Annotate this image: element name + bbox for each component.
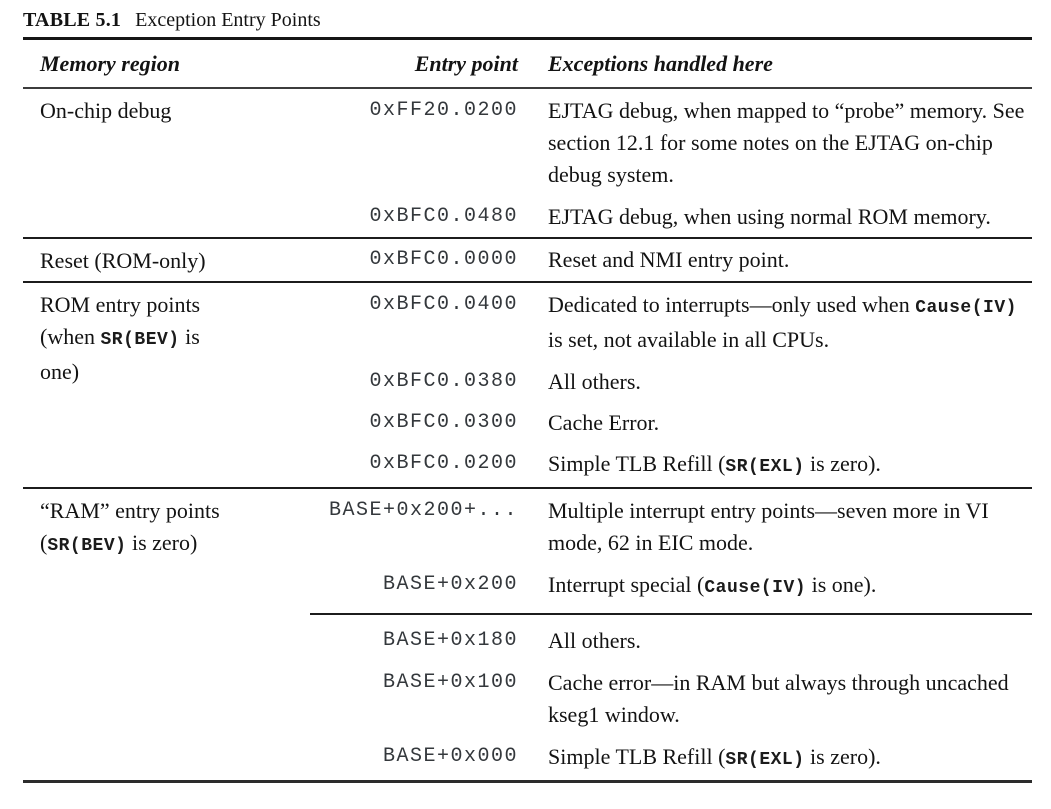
description-cell: Cache error—in RAM but always through un… xyxy=(548,670,1009,727)
bottom-rule xyxy=(23,780,1032,783)
table-body: On-chip debug 0xFF20.0200 EJTAG debug, whe… xyxy=(23,89,1032,780)
section-rows: 0xBFC0.0400 Dedicated to interrupts—only … xyxy=(310,283,1032,487)
table-section: ROM entry points (when SR(BEV) is one) 0x… xyxy=(23,281,1032,487)
description-cell: All others. xyxy=(548,628,641,653)
table-title: TABLE 5.1 Exception Entry Points xyxy=(23,0,1032,33)
inline-code: SR(BEV) xyxy=(47,536,127,556)
document-page: TABLE 5.1 Exception Entry Points Memory r… xyxy=(23,0,1032,783)
table-row: BASE+0x180 All others. xyxy=(310,620,1032,661)
inline-code: SR(EXL) xyxy=(725,750,805,770)
entry-point-cell: BASE+0x180 xyxy=(382,629,518,652)
entry-point-cell: BASE+0x200+... xyxy=(328,499,518,522)
table-row: 0xBFC0.0000 Reset and NMI entry point. xyxy=(310,239,1032,280)
description-cell: EJTAG debug, when mapped to “probe” memo… xyxy=(548,98,1025,187)
entry-point-cell: BASE+0x200 xyxy=(382,573,518,596)
entry-point-cell: 0xBFC0.0200 xyxy=(369,452,518,475)
section-rows: 0xBFC0.0000 Reset and NMI entry point. xyxy=(310,239,1032,281)
region-cell: ROM entry points (when SR(BEV) is one) xyxy=(40,292,201,384)
table-section: On-chip debug 0xFF20.0200 EJTAG debug, whe… xyxy=(23,89,1032,237)
description-cell: Dedicated to interrupts—only used when C… xyxy=(548,292,1017,352)
region-cell: On-chip debug xyxy=(40,98,172,123)
section-rows: 0xFF20.0200 EJTAG debug, when mapped to “… xyxy=(310,89,1032,237)
column-header-exceptions: Exceptions handled here xyxy=(548,51,773,76)
inline-code: Cause(IV) xyxy=(704,578,807,598)
inline-code: SR(EXL) xyxy=(725,457,805,477)
entry-point-cell: BASE+0x100 xyxy=(382,671,518,694)
section-rows: BASE+0x200+... Multiple interrupt entry p… xyxy=(310,489,1032,780)
inline-code: SR(BEV) xyxy=(100,330,180,350)
table-row: BASE+0x100 Cache error—in RAM but always … xyxy=(310,661,1032,736)
top-rule xyxy=(23,37,1032,40)
table-row: 0xBFC0.0400 Dedicated to interrupts—only … xyxy=(310,283,1032,361)
table-row: 0xBFC0.0300 Cache Error. xyxy=(310,402,1032,443)
description-cell: Reset and NMI entry point. xyxy=(548,247,790,272)
table-caption: Exception Entry Points xyxy=(135,9,321,31)
region-cell: “RAM” entry points (SR(BEV) is zero) xyxy=(40,498,220,556)
table-row: 0xBFC0.0480 EJTAG debug, when using norma… xyxy=(310,196,1032,237)
column-header-memory-region: Memory region xyxy=(40,51,180,76)
table-header-row: Memory region Entry point Exceptions han… xyxy=(23,40,1032,89)
table-row: BASE+0x200+... Multiple interrupt entry p… xyxy=(310,489,1032,564)
entry-point-cell: BASE+0x000 xyxy=(382,745,518,768)
table-row: BASE+0x000 Simple TLB Refill (SR(EXL) is … xyxy=(310,736,1032,780)
row-separator xyxy=(310,613,1032,615)
description-cell: Simple TLB Refill (SR(EXL) is zero). xyxy=(548,451,881,477)
entry-point-cell: 0xBFC0.0400 xyxy=(369,293,518,316)
entry-point-cell: 0xBFC0.0000 xyxy=(369,248,518,271)
table-number: TABLE 5.1 xyxy=(23,9,122,31)
inline-code: Cause(IV) xyxy=(915,298,1017,318)
table-row: 0xFF20.0200 EJTAG debug, when mapped to “… xyxy=(310,89,1032,196)
description-cell: Cache Error. xyxy=(548,410,660,435)
table-section: Reset (ROM-only) 0xBFC0.0000 Reset and NMI… xyxy=(23,237,1032,281)
table-row: 0xBFC0.0380 All others. xyxy=(310,361,1032,402)
table-row: BASE+0x200 Interrupt special (Cause(IV) i… xyxy=(310,564,1032,608)
description-cell: All others. xyxy=(548,369,641,394)
entry-point-cell: 0xBFC0.0300 xyxy=(369,411,518,434)
table-section: “RAM” entry points (SR(BEV) is zero) BASE… xyxy=(23,487,1032,780)
description-cell: Multiple interrupt entry points—seven mo… xyxy=(548,498,989,555)
entry-point-cell: 0xBFC0.0480 xyxy=(369,205,518,228)
description-cell: Interrupt special (Cause(IV) is one). xyxy=(548,572,877,598)
entry-point-cell: 0xBFC0.0380 xyxy=(369,370,518,393)
description-cell: Simple TLB Refill (SR(EXL) is zero). xyxy=(548,744,881,770)
table-row: 0xBFC0.0200 Simple TLB Refill (SR(EXL) is… xyxy=(310,443,1032,487)
description-cell: EJTAG debug, when using normal ROM memor… xyxy=(548,204,991,229)
column-header-entry-point: Entry point xyxy=(414,51,518,76)
region-cell: Reset (ROM-only) xyxy=(40,248,206,273)
entry-point-cell: 0xFF20.0200 xyxy=(369,99,518,122)
